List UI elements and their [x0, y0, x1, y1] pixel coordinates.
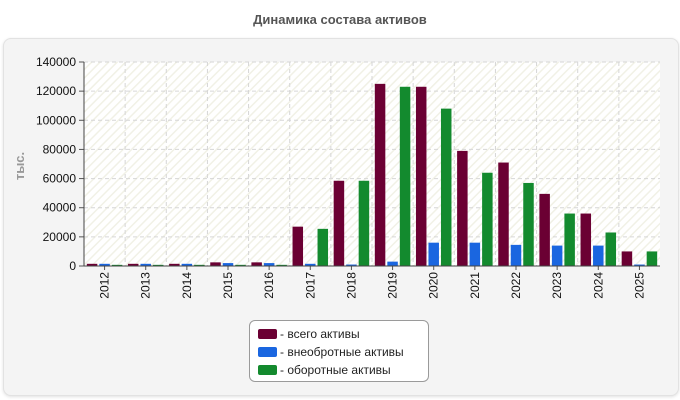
x-tick-label: 2016	[262, 272, 276, 299]
bar-0-2017	[292, 226, 304, 266]
bar-0-2015	[210, 262, 221, 266]
bar-2-2016	[276, 264, 287, 266]
y-tick-label: 120000	[36, 84, 76, 98]
bar-2-2025	[646, 251, 658, 266]
y-tick-label: 140000	[36, 55, 76, 69]
bar-0-2023	[539, 193, 550, 266]
bar-0-2019	[374, 83, 386, 266]
legend-swatch	[258, 329, 277, 339]
bar-0-2018	[333, 180, 345, 266]
bar-0-2025	[621, 251, 633, 266]
bar-0-2024	[580, 213, 592, 266]
y-tick-label: 20000	[43, 230, 77, 244]
bars	[86, 83, 658, 267]
bar-2-2018	[358, 180, 370, 266]
x-tick-label: 2012	[98, 272, 112, 299]
bar-0-2016	[251, 262, 262, 266]
bar-0-2020	[415, 86, 427, 267]
grid-lines	[84, 61, 660, 266]
bar-2-2012	[111, 264, 123, 266]
bar-1-2020	[428, 242, 439, 266]
legend-item-noncurrent: - внеобротные активы	[258, 343, 428, 361]
legend-swatch	[258, 347, 277, 357]
axes: 0 20000 40000 60000 80000 100000 120000 140000 2…	[36, 55, 660, 299]
y-tick-label: 80000	[43, 142, 77, 156]
x-tick-label: 2022	[509, 272, 523, 299]
x-tick-label: 2024	[591, 272, 605, 299]
bar-1-2014	[181, 263, 193, 266]
legend-item-current: - оборотные активы	[258, 361, 428, 379]
bar-1-2021	[469, 242, 481, 266]
legend-swatch	[258, 365, 277, 375]
bar-0-2021	[457, 150, 468, 266]
bar-2-2013	[152, 264, 164, 266]
x-tick-label: 2017	[303, 272, 317, 299]
bar-1-2016	[263, 263, 275, 266]
x-tick-label: 2018	[344, 272, 358, 299]
bar-2-2020	[440, 108, 452, 266]
bar-2-2019	[399, 86, 411, 267]
legend-label: - внеобротные активы	[280, 345, 404, 359]
bar-1-2019	[387, 261, 398, 266]
x-tick-label: 2015	[221, 272, 235, 299]
x-tick-label: 2019	[386, 272, 400, 299]
bar-1-2017	[305, 263, 316, 266]
y-tick-label: 100000	[36, 113, 76, 127]
legend-item-total: - всего активы	[258, 325, 428, 343]
x-tick-label: 2013	[139, 272, 153, 299]
bar-1-2024	[593, 245, 604, 266]
bar-0-2022	[498, 162, 509, 266]
chart-title: Динамика состава активов	[253, 12, 427, 27]
bar-0-2014	[169, 263, 180, 266]
y-tick-label: 40000	[43, 201, 77, 215]
bar-2-2015	[235, 264, 246, 266]
x-tick-label: 2014	[180, 272, 194, 299]
x-tick-label: 2021	[468, 272, 482, 299]
bar-2-2014	[194, 264, 205, 266]
bar-2-2017	[317, 228, 329, 266]
legend-label: - оборотные активы	[280, 363, 391, 377]
y-tick-label: 0	[69, 259, 76, 273]
y-tick-label: 60000	[43, 172, 77, 186]
bar-1-2025	[634, 264, 645, 266]
legend-label: - всего активы	[280, 327, 360, 341]
x-tick-label: 2025	[632, 272, 646, 299]
bar-2-2022	[523, 182, 534, 266]
x-tick-label: 2023	[550, 272, 564, 299]
bar-2-2021	[482, 172, 493, 266]
legend: - всего активы - внеобротные активы - об…	[249, 320, 429, 382]
y-axis-label: тыс.	[12, 152, 27, 180]
bar-2-2023	[564, 213, 575, 266]
bar-1-2012	[99, 263, 110, 266]
bar-1-2013	[140, 263, 151, 266]
bar-0-2012	[86, 263, 98, 266]
bar-1-2022	[510, 244, 522, 266]
bar-1-2015	[222, 263, 234, 266]
bar-1-2023	[551, 245, 563, 266]
bar-0-2013	[127, 263, 139, 266]
bar-2-2024	[605, 232, 617, 266]
x-tick-label: 2020	[427, 272, 441, 299]
bar-1-2018	[346, 264, 357, 266]
